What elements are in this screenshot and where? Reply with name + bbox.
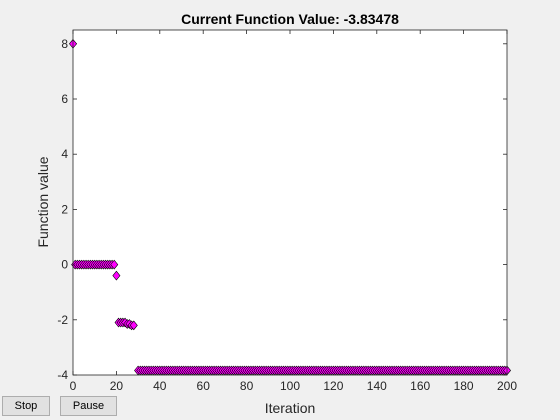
x-axis-label: Iteration [265, 400, 316, 416]
x-tick-label: 0 [70, 379, 77, 393]
axes-box [72, 29, 508, 376]
y-axis-label: Function value [35, 156, 51, 247]
y-tick-label: 0 [61, 258, 68, 272]
x-tick-label: 40 [153, 379, 167, 393]
data-point [129, 320, 138, 331]
data-point [112, 270, 121, 281]
tick-labels: 0 20 40 60 80 100 120 140 160 180 200 -4 -2 0 2 4 6 8 [57, 37, 517, 393]
x-tick-label: 60 [197, 379, 211, 393]
data-points [69, 38, 511, 376]
x-tick-label: 160 [410, 379, 430, 393]
x-tick-label: 140 [367, 379, 387, 393]
x-tick-label: 200 [497, 379, 517, 393]
y-tick-label: 8 [61, 37, 68, 51]
y-tick-label: -2 [57, 313, 68, 327]
pause-button[interactable]: Pause [60, 396, 117, 416]
chart-title: Current Function Value: -3.83478 [181, 11, 399, 27]
x-tick-label: 80 [240, 379, 254, 393]
x-tick-label: 20 [110, 379, 124, 393]
y-tick-label: 6 [61, 92, 68, 106]
axes-background [73, 30, 507, 375]
x-tick-label: 100 [280, 379, 300, 393]
x-tick-label: 180 [454, 379, 474, 393]
stop-button[interactable]: Stop [2, 396, 50, 416]
y-tick-label: 2 [61, 202, 68, 216]
data-point [110, 259, 119, 270]
y-tick-label: -4 [57, 368, 68, 382]
y-tick-label: 4 [61, 147, 68, 161]
x-tick-label: 120 [323, 379, 343, 393]
